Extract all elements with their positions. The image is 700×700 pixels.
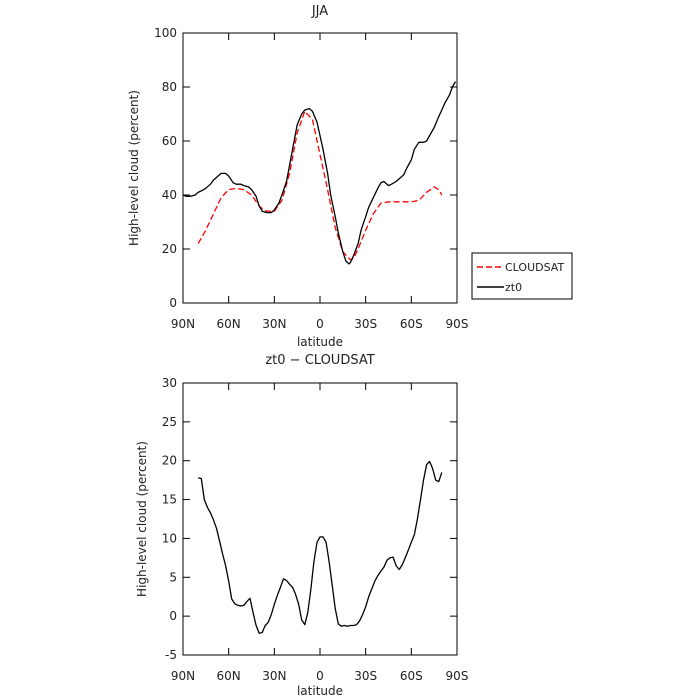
top-plot-frame: [182, 32, 458, 304]
bottom-ytick-label: 25: [162, 415, 177, 429]
top-y-axis-label: High-level cloud (percent): [127, 90, 141, 246]
bottom-ytick-label: 10: [162, 531, 177, 545]
bottom-xtick-label: 60N: [217, 669, 241, 683]
legend-box: [471, 252, 573, 300]
top-ytick-label: 20: [162, 242, 177, 256]
top-chart-title: JJA: [311, 4, 328, 19]
top-x-axis-label: latitude: [297, 335, 343, 349]
bottom-ytick-label: 20: [162, 454, 177, 468]
bottom-xtick-label: 90N: [171, 669, 195, 683]
bottom-ytick-label: 0: [169, 609, 177, 623]
top-xtick-label: 0: [316, 317, 324, 331]
legend-label-cloudsat: CLOUDSAT: [505, 261, 564, 274]
top-ytick-label: 40: [162, 188, 177, 202]
bottom-xtick-label: 60S: [400, 669, 423, 683]
top-xtick-label: 60S: [400, 317, 423, 331]
bottom-xtick-label: 0: [316, 669, 324, 683]
bottom-x-ticks: 90N 60N 30N 0 30S 60S 90S: [171, 383, 469, 683]
top-xtick-label: 30N: [262, 317, 286, 331]
top-series-line-cloudsat: [197, 110, 443, 261]
bottom-xtick-label: 30N: [262, 669, 286, 683]
top-xtick-label: 30S: [354, 317, 377, 331]
top-y-ticks: 0 20 40 60 80 100: [154, 26, 457, 310]
bottom-plot-frame: [182, 382, 458, 656]
top-x-ticks: 90N 60N 30N 0 30S 60S 90S: [171, 33, 469, 331]
bottom-y-ticks: -5 0 5 10 15 20 25 30: [162, 376, 457, 662]
bottom-series-line-difference: [198, 460, 443, 634]
bottom-xtick-label: 30S: [354, 669, 377, 683]
top-xtick-label: 90S: [446, 317, 469, 331]
bottom-ytick-label: -5: [165, 648, 177, 662]
bottom-ytick-label: 5: [169, 570, 177, 584]
legend-label-zt0: zt0: [505, 281, 522, 294]
bottom-y-axis-label: High-level cloud (percent): [135, 441, 149, 597]
top-ytick-label: 60: [162, 134, 177, 148]
top-xtick-label: 60N: [217, 317, 241, 331]
bottom-chart-title: zt0 − CLOUDSAT: [265, 353, 374, 368]
top-series-line-zt0: [182, 81, 457, 265]
bottom-chart: zt0 − CLOUDSAT -5 0 5 10 15 20 25 30 90N 60N 30N 0…: [135, 353, 468, 698]
bottom-xtick-label: 90S: [446, 669, 469, 683]
bottom-ytick-label: 30: [162, 376, 177, 390]
bottom-series-lines: [198, 460, 443, 634]
top-ytick-label: 100: [154, 26, 177, 40]
legend: CLOUDSAT zt0: [471, 252, 573, 300]
top-xtick-label: 90N: [171, 317, 195, 331]
top-ytick-label: 0: [169, 296, 177, 310]
bottom-ytick-label: 15: [162, 493, 177, 507]
top-series-lines: [182, 81, 457, 265]
bottom-x-axis-label: latitude: [297, 684, 343, 698]
top-chart: JJA 0 20 40 60 80 100 90N 60N 30N 0 30S 60S 90S lat…: [127, 4, 573, 349]
top-ytick-label: 80: [162, 80, 177, 94]
